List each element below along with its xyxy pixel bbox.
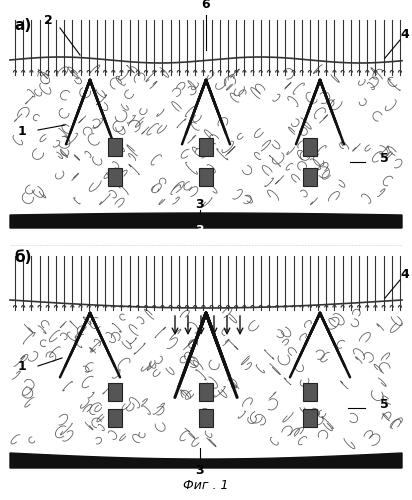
Text: 5: 5 bbox=[380, 398, 389, 411]
Text: 3: 3 bbox=[196, 224, 204, 237]
Text: 4: 4 bbox=[400, 28, 410, 41]
FancyBboxPatch shape bbox=[108, 409, 122, 427]
FancyBboxPatch shape bbox=[108, 383, 122, 401]
Text: 3: 3 bbox=[196, 198, 204, 211]
Text: 1: 1 bbox=[18, 125, 26, 138]
FancyBboxPatch shape bbox=[108, 138, 122, 156]
FancyBboxPatch shape bbox=[199, 138, 213, 156]
Text: 6: 6 bbox=[202, 0, 210, 11]
FancyBboxPatch shape bbox=[303, 168, 317, 186]
FancyBboxPatch shape bbox=[199, 168, 213, 186]
Text: 1: 1 bbox=[18, 360, 26, 373]
Text: б): б) bbox=[14, 250, 31, 265]
FancyBboxPatch shape bbox=[199, 383, 213, 401]
FancyBboxPatch shape bbox=[303, 138, 317, 156]
Text: a): a) bbox=[14, 18, 31, 33]
Text: 5: 5 bbox=[380, 152, 389, 165]
Polygon shape bbox=[10, 453, 402, 468]
Polygon shape bbox=[10, 213, 402, 228]
Text: Фиг . 1: Фиг . 1 bbox=[183, 479, 229, 492]
Text: 3: 3 bbox=[196, 464, 204, 477]
FancyBboxPatch shape bbox=[108, 168, 122, 186]
FancyBboxPatch shape bbox=[199, 409, 213, 427]
FancyBboxPatch shape bbox=[303, 383, 317, 401]
FancyBboxPatch shape bbox=[303, 409, 317, 427]
Text: 2: 2 bbox=[44, 14, 52, 27]
Text: 4: 4 bbox=[400, 268, 410, 281]
